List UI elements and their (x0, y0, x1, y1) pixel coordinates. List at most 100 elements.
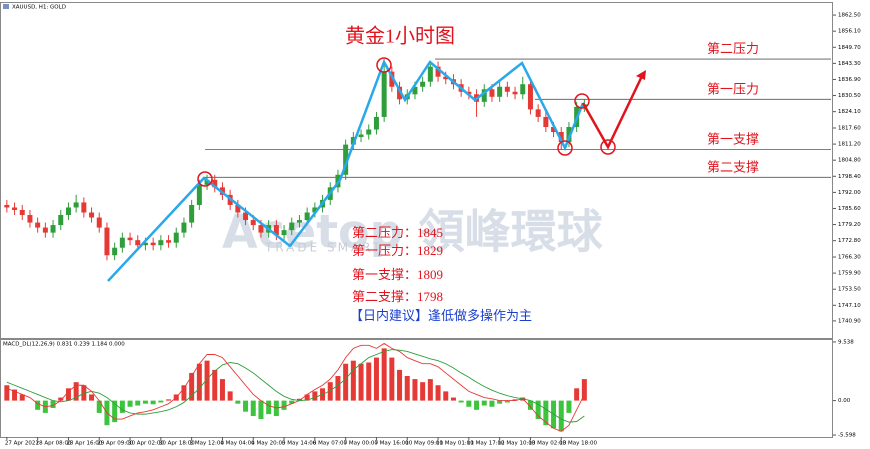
y-tick-label: 1747.10 (838, 303, 861, 309)
histogram-bar (404, 376, 410, 401)
annotation-drawing (107, 57, 646, 282)
candle-body (427, 66, 433, 82)
histogram-bar (435, 385, 441, 401)
candle-body (512, 91, 518, 95)
candle-body (58, 215, 64, 226)
candle-body (389, 71, 395, 87)
y-tick-label: 1772.80 (838, 238, 861, 244)
candle-body (81, 202, 87, 213)
histogram-bar (181, 385, 187, 401)
candle-body (527, 84, 533, 110)
histogram-bar (512, 399, 518, 401)
histogram-bar (243, 400, 249, 412)
histogram-bar (397, 369, 403, 401)
y-tick-label: 1849.70 (838, 45, 861, 51)
level-label: 第二支撑 (707, 159, 759, 174)
histogram-bar (358, 363, 364, 401)
y-tick-label: 1830.50 (838, 93, 861, 99)
candle-body (166, 240, 172, 243)
histogram-bar (204, 360, 210, 401)
histogram-bar (281, 400, 287, 410)
candle-body (281, 230, 287, 236)
x-tick-label: 12 May 10:00 (498, 441, 536, 447)
candle-body (566, 126, 572, 143)
histogram-bar (366, 362, 372, 401)
candle-body (4, 204, 10, 208)
x-tick-label: 28 Apr 08:00 (36, 441, 72, 447)
x-tick-label: 29 Apr 09:00 (97, 441, 133, 447)
histogram-bar (373, 357, 379, 401)
candle-body (112, 247, 118, 256)
candle-body (343, 144, 349, 175)
candle-body (312, 207, 318, 213)
main-panel (0, 2, 833, 339)
candle-body (243, 212, 249, 221)
y-tick-label: 1779.20 (838, 222, 861, 228)
level-label: 第二压力 (707, 41, 759, 56)
histogram-bar (350, 360, 356, 401)
candle-body (27, 215, 33, 223)
histogram-bar (65, 388, 71, 401)
candle-body (12, 207, 18, 210)
symbol-icon (3, 4, 9, 9)
forecast-line (581, 73, 645, 150)
candle-body (373, 116, 379, 130)
histogram-bar (535, 400, 541, 420)
candle-body (173, 232, 179, 243)
candle-body (551, 126, 557, 133)
histogram-bar (219, 379, 225, 401)
marker-circle (197, 171, 213, 187)
candle-body (443, 76, 449, 80)
candle-body (481, 89, 487, 102)
histogram-bar (119, 400, 125, 413)
candle-body (381, 71, 387, 117)
histogram-bar (12, 389, 18, 401)
histogram-bar (258, 400, 264, 420)
candle-body (412, 86, 418, 95)
candle-body (96, 217, 102, 228)
x-tick-label: 4 May 20:00 (251, 441, 286, 447)
candle-body (358, 134, 364, 138)
candle-body (127, 237, 133, 241)
marker-circle (376, 57, 392, 73)
histogram-bar (166, 399, 172, 401)
y-tick-label: 1785.60 (838, 206, 861, 212)
histogram-bar (343, 363, 349, 401)
histogram-bar (189, 372, 195, 401)
histogram-bar (474, 400, 480, 410)
histogram-bar (450, 397, 456, 401)
forecast-arrowhead (636, 70, 646, 80)
histogram-bar (304, 394, 310, 401)
note: 第一压力：1829 (352, 243, 443, 258)
histogram-bar (327, 382, 333, 401)
histogram-bar (250, 400, 256, 416)
candle-body (466, 91, 472, 95)
candle-body (397, 86, 403, 100)
histogram-bar (73, 382, 79, 401)
y-tick-label: 1811.20 (838, 142, 861, 148)
y-tick-label: 9.538 (838, 339, 854, 345)
candle-body (142, 242, 148, 246)
candle-body (250, 220, 256, 226)
histogram-bar (504, 400, 510, 403)
y-tick-label: 1836.90 (838, 77, 861, 83)
candle-body (204, 179, 210, 185)
candle-body (497, 86, 503, 97)
candle-body (535, 109, 541, 117)
y-tick-label: 1759.90 (838, 271, 861, 277)
y-tick-label: 1817.60 (838, 125, 861, 131)
candle-body (73, 202, 79, 208)
histogram-bar (489, 400, 495, 407)
histogram-bar (543, 400, 549, 426)
level-label: 第一压力 (707, 81, 759, 96)
x-tick-label: 7 May 16:00 (374, 441, 409, 447)
histogram-bar (427, 379, 433, 401)
candle-body (258, 225, 264, 233)
x-tick-label: 13 May 02:00 (528, 441, 566, 447)
candle-body (50, 225, 56, 233)
x-tick-label: 11 May 01:00 (436, 441, 474, 447)
candle-body (196, 184, 202, 205)
histogram-bar (335, 376, 341, 401)
candle-body (35, 222, 41, 228)
